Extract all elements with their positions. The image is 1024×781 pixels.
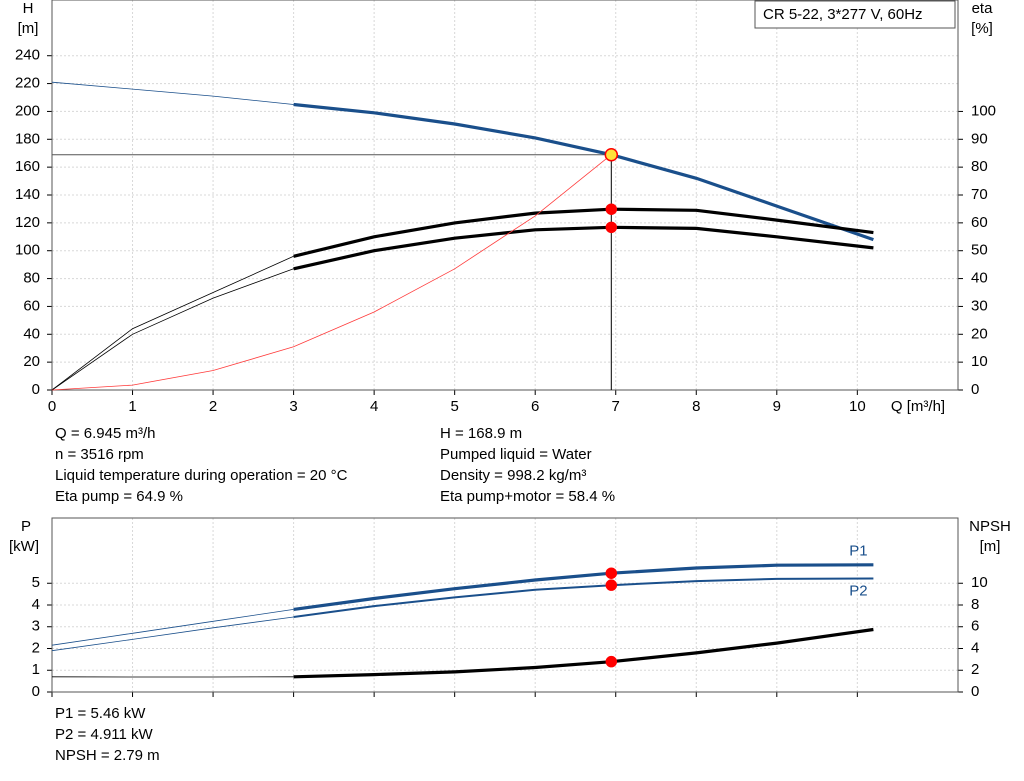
y-tick-label: 80 (23, 270, 40, 287)
x-tick-label: 2 (209, 398, 217, 415)
duty-marker (605, 655, 618, 668)
y2-tick-label: 2 (971, 661, 979, 678)
info-text: NPSH = 2.79 m (55, 747, 160, 764)
info-text: Density = 998.2 kg/m³ (440, 467, 586, 484)
y-axis-unit: [kW] (9, 538, 39, 555)
x-tick-label: 6 (531, 398, 539, 415)
y2-tick-label: 0 (971, 683, 979, 700)
series-label: P2 (849, 582, 867, 599)
series-line (293, 627, 874, 679)
plot-frame (51, 0, 959, 391)
x-tick-label: 8 (692, 398, 700, 415)
info-text: Eta pump = 64.9 % (55, 488, 183, 505)
y-tick-label: 180 (15, 130, 40, 147)
duty-marker (605, 221, 618, 234)
y-tick-label: 120 (15, 214, 40, 231)
series-line (293, 563, 874, 611)
y2-tick-label: 20 (971, 325, 988, 342)
series-line (51, 81, 294, 105)
series-line (51, 255, 294, 391)
y2-tick-label: 50 (971, 242, 988, 259)
y-tick-label: 0 (32, 381, 40, 398)
series-line (293, 102, 874, 242)
y-tick-label: 20 (23, 353, 40, 370)
x-tick-label: 7 (612, 398, 620, 415)
y2-tick-label: 100 (971, 102, 996, 119)
y-tick-label: 3 (32, 618, 40, 635)
y-tick-label: 140 (15, 186, 40, 203)
y2-tick-label: 60 (971, 214, 988, 231)
info-text: Q = 6.945 m³/h (55, 425, 155, 442)
x-tick-label: 0 (48, 398, 56, 415)
plot-frame (51, 517, 959, 693)
y-axis-label: P (21, 518, 31, 535)
x-tick-label: 10 (849, 398, 866, 415)
series-line (51, 616, 294, 652)
y2-axis-unit: [%] (971, 20, 993, 37)
info-text: P1 = 5.46 kW (55, 705, 146, 722)
legend-box (754, 0, 956, 29)
x-axis-label: Q [m³/h] (891, 398, 945, 415)
series-label: P1 (849, 543, 867, 560)
series-line (51, 154, 612, 391)
info-text: Eta pump+motor = 58.4 % (440, 488, 615, 505)
series-line (293, 225, 874, 271)
y-tick-label: 5 (32, 574, 40, 591)
y-tick-label: 200 (15, 102, 40, 119)
x-tick-label: 4 (370, 398, 378, 415)
y-tick-label: 60 (23, 297, 40, 314)
info-text: Liquid temperature during operation = 20… (55, 467, 348, 484)
y-tick-label: 240 (15, 47, 40, 64)
y2-tick-label: 10 (971, 574, 988, 591)
duty-marker (605, 567, 618, 579)
y-tick-label: 220 (15, 75, 40, 92)
legend-text: CR 5-22, 3*277 V, 60Hz (763, 6, 923, 23)
series-line (51, 268, 294, 391)
y-tick-label: 2 (32, 639, 40, 656)
y-tick-label: 1 (32, 661, 40, 678)
y2-tick-label: 90 (971, 130, 988, 147)
y2-tick-label: 4 (971, 639, 979, 656)
info-text: n = 3516 rpm (55, 446, 144, 463)
duty-marker (605, 579, 618, 591)
info-text: H = 168.9 m (440, 425, 522, 442)
y2-tick-label: 6 (971, 618, 979, 635)
y-tick-label: 160 (15, 158, 40, 175)
y2-tick-label: 10 (971, 353, 988, 370)
duty-marker (604, 147, 619, 162)
y-tick-label: 4 (32, 596, 40, 613)
x-tick-label: 9 (773, 398, 781, 415)
y2-axis-unit: [m] (980, 538, 1001, 555)
y2-tick-label: 80 (971, 158, 988, 175)
info-text: P2 = 4.911 kW (55, 726, 154, 743)
y2-tick-label: 30 (971, 297, 988, 314)
y-tick-label: 0 (32, 683, 40, 700)
series-line (293, 207, 874, 258)
y2-axis-label: eta (972, 0, 994, 17)
y2-tick-label: 8 (971, 596, 979, 613)
y-axis-unit: [m] (18, 20, 39, 37)
series-line (293, 577, 874, 618)
y-tick-label: 40 (23, 325, 40, 342)
y-axis-label: H (23, 0, 34, 17)
series-line (51, 609, 294, 646)
y2-axis-label: NPSH (969, 518, 1011, 535)
x-tick-label: 5 (450, 398, 458, 415)
y2-tick-label: 70 (971, 186, 988, 203)
x-tick-label: 1 (128, 398, 136, 415)
info-text: Pumped liquid = Water (440, 446, 592, 463)
y2-tick-label: 40 (971, 270, 988, 287)
y2-tick-label: 0 (971, 381, 979, 398)
y-tick-label: 100 (15, 242, 40, 259)
duty-marker (605, 203, 618, 215)
x-tick-label: 3 (289, 398, 297, 415)
